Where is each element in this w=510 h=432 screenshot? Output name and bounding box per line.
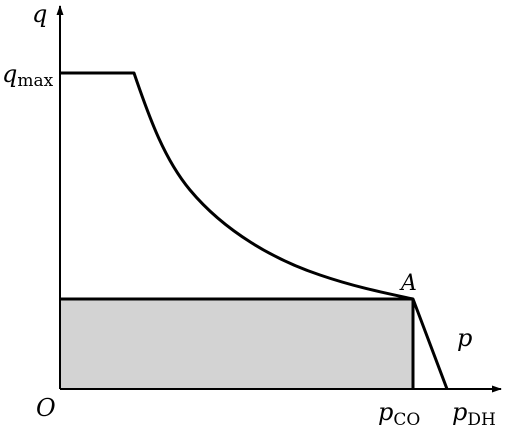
- curve-p-label: p: [457, 324, 472, 352]
- point-a-label: A: [399, 271, 417, 296]
- shaded-region: [60, 299, 413, 389]
- y-axis-label: q: [32, 0, 47, 28]
- pdh-label: pDH: [452, 398, 496, 430]
- qmax-label: qmax: [2, 60, 54, 91]
- characteristic-curve: [60, 71, 449, 390]
- pco-label: pCO: [378, 398, 420, 430]
- origin-label: O: [36, 394, 56, 422]
